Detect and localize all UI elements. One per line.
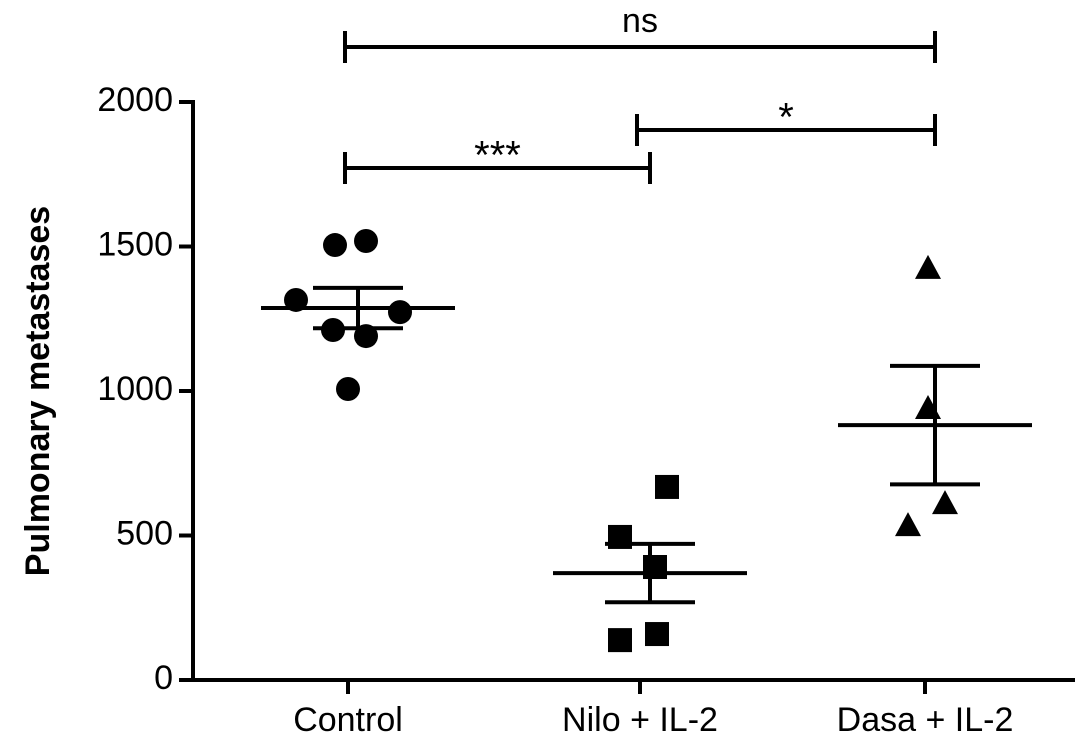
- data-point: [608, 628, 632, 653]
- y-tick-label: 1500: [97, 225, 173, 263]
- y-tick-label: 1000: [97, 370, 173, 408]
- x-tick-label: Nilo + IL-2: [562, 701, 718, 739]
- data-point: [645, 622, 669, 647]
- data-point: [284, 287, 308, 312]
- y-axis-label: Pulmonary metastases: [19, 206, 57, 576]
- data-point: [643, 555, 667, 580]
- data-point: [388, 300, 412, 325]
- data-point: [655, 474, 679, 499]
- data-point: [354, 229, 378, 254]
- x-tick-label: Control: [293, 701, 403, 739]
- data-point: [915, 395, 941, 420]
- data-point: [895, 512, 921, 537]
- data-point: [915, 254, 941, 279]
- significance-label: ***: [474, 134, 521, 178]
- significance-label: ns: [622, 2, 658, 40]
- y-tick-label: 500: [116, 514, 173, 552]
- x-tick-label: Dasa + IL-2: [837, 701, 1014, 739]
- y-tick-label: 2000: [97, 81, 173, 119]
- significance-label: *: [778, 96, 794, 140]
- data-point: [336, 376, 360, 401]
- data-point: [932, 490, 958, 515]
- data-point: [323, 233, 347, 258]
- y-tick-label: 0: [154, 659, 173, 697]
